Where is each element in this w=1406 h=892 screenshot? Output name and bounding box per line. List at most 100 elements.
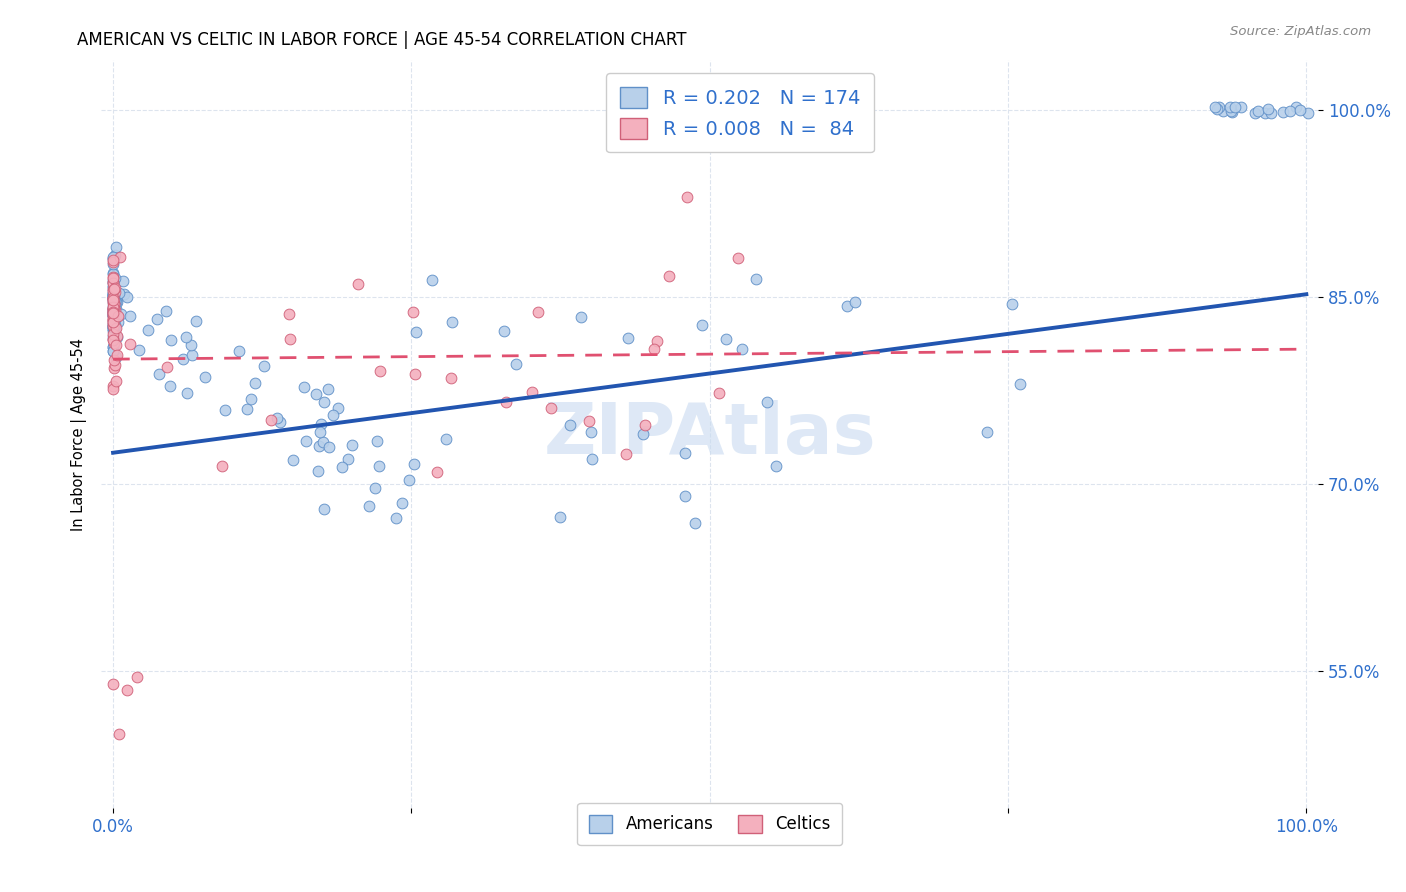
Point [104,281,127,295]
Point [101,280,124,294]
Point [495,394,517,409]
Point [112,287,135,301]
Point [402,457,425,471]
Point [101,267,124,281]
Point [260,412,283,426]
Point [174,329,197,343]
Point [101,303,124,318]
Point [136,323,159,337]
Point [101,301,124,316]
Point [104,271,127,285]
Point [307,464,329,478]
Point [101,276,124,290]
Point [101,306,124,320]
Point [1279,103,1302,118]
Point [1220,104,1243,119]
Point [243,376,266,390]
Point [357,500,380,514]
Point [976,425,998,440]
Point [643,343,665,357]
Point [103,272,125,286]
Point [104,337,127,351]
Point [104,285,127,299]
Point [101,279,124,293]
Point [101,340,124,354]
Point [104,293,127,308]
Point [673,446,696,460]
Point [101,317,124,331]
Point [107,315,129,329]
Point [709,385,731,400]
Point [730,343,752,357]
Point [569,310,592,325]
Point [103,317,125,331]
Point [103,320,125,334]
Point [683,516,706,530]
Point [101,329,124,343]
Point [104,294,127,309]
Point [128,343,150,358]
Point [103,318,125,333]
Point [494,324,516,338]
Point [103,335,125,350]
Point [1204,100,1226,114]
Point [101,285,124,300]
Point [105,348,128,362]
Point [676,190,699,204]
Point [366,434,388,449]
Point [103,296,125,310]
Point [292,380,315,394]
Point [103,288,125,302]
Point [125,670,148,684]
Point [634,418,657,433]
Point [658,268,681,283]
Point [1260,106,1282,120]
Point [1272,105,1295,120]
Point [101,308,124,322]
Point [647,334,669,348]
Point [101,333,124,347]
Point [101,301,124,315]
Point [120,336,142,351]
Point [101,303,124,318]
Point [1212,104,1234,119]
Point [103,333,125,347]
Point [420,273,443,287]
Point [105,301,128,316]
Point [103,250,125,264]
Point [330,459,353,474]
Point [101,291,124,305]
Point [1001,297,1024,311]
Point [326,401,349,415]
Point [101,332,124,346]
Point [103,305,125,319]
Point [240,392,263,407]
Point [103,302,125,317]
Point [108,726,131,740]
Point [103,254,125,268]
Point [101,322,124,336]
Point [103,311,125,326]
Point [103,301,125,316]
Point [308,440,330,454]
Point [745,272,768,286]
Point [1008,377,1031,392]
Point [578,414,600,428]
Point [103,301,125,316]
Legend: Americans, Celtics: Americans, Celtics [578,803,842,845]
Point [104,303,127,318]
Point [101,292,124,306]
Point [363,481,385,495]
Point [103,289,125,303]
Point [103,326,125,341]
Point [322,409,344,423]
Point [367,458,389,473]
Point [404,368,426,382]
Point [311,417,333,432]
Point [316,382,339,396]
Point [101,320,124,334]
Point [101,322,124,336]
Point [1225,100,1247,114]
Point [108,250,131,264]
Point [101,275,124,289]
